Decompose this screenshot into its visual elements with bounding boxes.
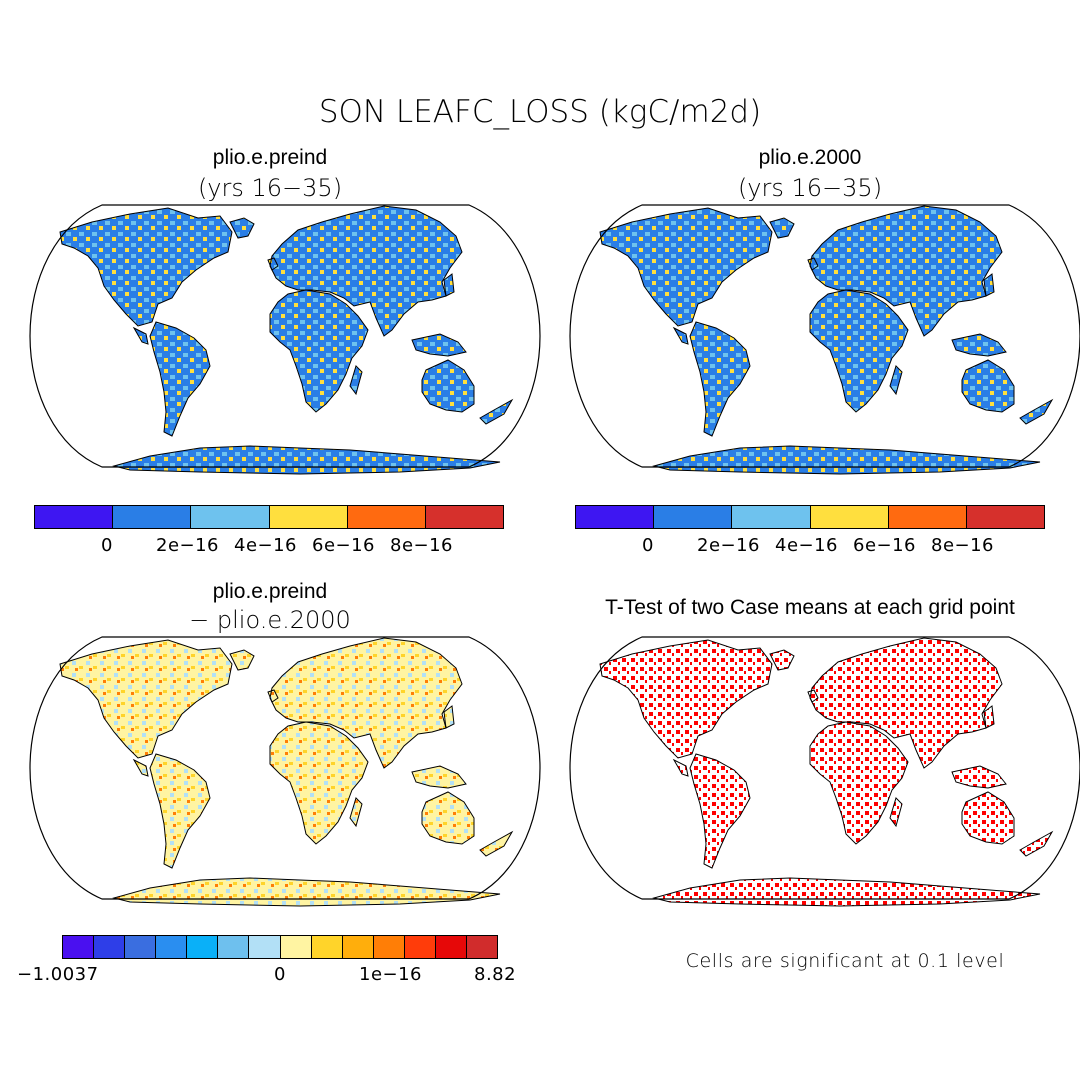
colorbar-diff-label-mid: 1e−16	[359, 964, 423, 985]
colorbar-difference-swatch-3	[125, 936, 157, 958]
colorbar-difference-swatch-14	[467, 936, 498, 958]
colorbar-difference-swatch-7	[249, 936, 281, 958]
map-preind	[29, 204, 541, 475]
map-ttest	[569, 636, 1080, 907]
colorbar-difference-swatch-8	[280, 936, 312, 958]
colorbar-preind-swatch-3	[191, 506, 270, 528]
colorbar-preind-label-4: 6e−16	[312, 535, 376, 556]
colorbar-difference-swatch-13	[435, 936, 468, 958]
colorbar-2000-label-3: 4e−16	[775, 535, 839, 556]
colorbar-2000-swatch-3	[732, 506, 811, 528]
colorbar-preind-label-2: 2e−16	[156, 535, 220, 556]
colorbar-preind	[34, 505, 504, 529]
colorbar-preind-label-3: 4e−16	[234, 535, 298, 556]
colorbar-difference-swatch-1	[63, 936, 95, 958]
colorbar-difference-swatch-9	[311, 936, 343, 958]
colorbar-preind-swatch-2	[113, 506, 192, 528]
colorbar-diff-label-zero: 0	[274, 964, 286, 985]
main-title: SON LEAFC_LOSS (kgC/m2d)	[318, 94, 762, 130]
colorbar-2000-label-5: 8e−16	[931, 535, 995, 556]
colorbar-preind-label-1: 0	[101, 535, 113, 556]
colorbar-difference-swatch-2	[94, 936, 126, 958]
panel-title-preind: plio.e.preind	[212, 146, 328, 169]
panel-subtitle-diff: − plio.e.2000	[189, 606, 351, 634]
colorbar-preind-label-5: 8e−16	[390, 535, 454, 556]
colorbar-2000-label-4: 6e−16	[853, 535, 917, 556]
colorbar-2000-swatch-4	[810, 506, 889, 528]
colorbar-preind-swatch-1	[35, 506, 114, 528]
colorbar-preind-swatch-6	[425, 506, 504, 528]
colorbar-2000-label-1: 0	[642, 535, 654, 556]
map-2000	[569, 204, 1080, 475]
colorbar-difference-swatch-10	[342, 936, 374, 958]
colorbar-2000-label-2: 2e−16	[697, 535, 761, 556]
colorbar-2000-swatch-1	[576, 506, 655, 528]
colorbar-2000-swatch-2	[654, 506, 733, 528]
panel-title-diff: plio.e.preind	[212, 580, 328, 603]
colorbar-2000-swatch-5	[888, 506, 967, 528]
colorbar-diff-label-max: 8.82	[474, 964, 517, 985]
colorbar-diff-label-min: −1.0037	[17, 964, 99, 985]
colorbar-difference-swatch-6	[218, 936, 250, 958]
panel-subtitle-preind: (yrs 16−35)	[197, 174, 343, 202]
map-difference	[29, 636, 541, 907]
colorbar-difference-swatch-12	[404, 936, 436, 958]
panel-title-2000: plio.e.2000	[758, 146, 862, 169]
significance-note: Cells are significant at 0.1 level	[685, 950, 1005, 972]
colorbar-difference-swatch-11	[373, 936, 405, 958]
colorbar-preind-swatch-5	[347, 506, 426, 528]
colorbar-2000-swatch-6	[966, 506, 1045, 528]
colorbar-preind-swatch-4	[269, 506, 348, 528]
colorbar-difference-swatch-4	[156, 936, 188, 958]
panel-subtitle-2000: (yrs 16−35)	[737, 174, 883, 202]
panel-title-ttest: T-Test of two Case means at each grid po…	[605, 596, 1015, 619]
colorbar-difference-swatch-5	[187, 936, 219, 958]
colorbar-2000	[575, 505, 1045, 529]
colorbar-difference	[62, 935, 498, 959]
